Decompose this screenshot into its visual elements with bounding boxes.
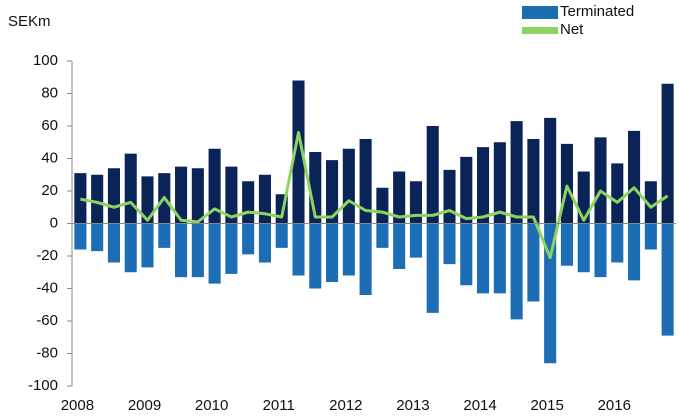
y-tick-label: 0 xyxy=(50,214,58,231)
bar xyxy=(208,223,221,284)
bar xyxy=(191,168,204,224)
bar xyxy=(443,169,456,224)
bar xyxy=(393,171,406,224)
bar xyxy=(342,223,355,276)
bar xyxy=(443,223,456,265)
bar xyxy=(510,223,523,320)
y-tick-label: 80 xyxy=(41,84,58,101)
legend-swatch xyxy=(522,6,558,19)
bar xyxy=(292,223,305,276)
bar xyxy=(141,176,154,224)
bar xyxy=(359,223,372,295)
x-tick-label: 2010 xyxy=(195,397,228,414)
bar xyxy=(225,166,238,224)
bar xyxy=(611,163,624,224)
y-tick-label: 60 xyxy=(41,117,58,134)
bar xyxy=(309,223,322,289)
x-tick-label: 2013 xyxy=(396,397,429,414)
y-tick-label: -40 xyxy=(36,279,58,296)
bar xyxy=(628,223,641,281)
x-tick-label: 2014 xyxy=(463,397,496,414)
bar xyxy=(225,223,238,274)
bar xyxy=(560,143,573,224)
x-tick-label: 2016 xyxy=(598,397,631,414)
bar xyxy=(91,223,104,252)
bar xyxy=(426,126,439,224)
bar xyxy=(376,223,389,248)
bar xyxy=(594,223,607,278)
bar xyxy=(91,174,104,224)
bar xyxy=(326,223,339,282)
bar xyxy=(644,223,657,250)
x-tick-label: 2008 xyxy=(61,397,94,414)
bar xyxy=(577,223,590,273)
bar xyxy=(242,181,255,224)
net-line xyxy=(80,131,669,260)
legend-label: Net xyxy=(560,21,584,38)
bar xyxy=(74,173,87,224)
bar xyxy=(175,223,188,278)
y-tick-label: 20 xyxy=(41,182,58,199)
legend-swatch xyxy=(522,27,558,34)
bar xyxy=(74,223,87,250)
legend-label: Terminated xyxy=(560,3,634,20)
y-tick-label: -80 xyxy=(36,344,58,361)
bar xyxy=(175,166,188,224)
bar xyxy=(258,223,271,263)
bar xyxy=(460,156,473,224)
bar xyxy=(242,223,255,255)
bar xyxy=(493,142,506,224)
x-tick-label: 2012 xyxy=(329,397,362,414)
bar xyxy=(644,181,657,224)
bar xyxy=(124,223,137,273)
bar xyxy=(409,223,422,258)
bar xyxy=(426,223,439,313)
bar xyxy=(275,223,288,248)
bar xyxy=(544,117,557,224)
bar xyxy=(124,153,137,224)
bar xyxy=(208,148,221,224)
y-axis-label: SEKm xyxy=(8,13,51,30)
bar xyxy=(107,168,120,224)
y-tick-label: -60 xyxy=(36,312,58,329)
bar xyxy=(527,139,540,224)
bar xyxy=(544,223,557,364)
bar xyxy=(477,223,490,294)
bar xyxy=(359,139,372,224)
bar xyxy=(594,137,607,224)
bar xyxy=(611,223,624,263)
bar xyxy=(107,223,120,263)
bar xyxy=(577,171,590,224)
bar xyxy=(661,223,674,336)
x-tick-label: 2009 xyxy=(128,397,161,414)
y-tick-label: 100 xyxy=(33,52,58,69)
bar xyxy=(141,223,154,268)
bar xyxy=(292,80,305,224)
bar xyxy=(326,160,339,224)
bar xyxy=(158,223,171,248)
x-tick-label: 2011 xyxy=(263,397,295,414)
bar xyxy=(376,187,389,224)
bar xyxy=(258,174,271,224)
bar xyxy=(460,223,473,286)
bar xyxy=(527,223,540,302)
y-tick-label: -100 xyxy=(28,377,58,394)
bar xyxy=(493,223,506,294)
bar xyxy=(510,121,523,224)
bar xyxy=(560,223,573,266)
bar xyxy=(628,130,641,224)
bar xyxy=(477,147,490,224)
bar xyxy=(393,223,406,269)
y-tick-label: 40 xyxy=(41,149,58,166)
y-tick-label: -20 xyxy=(36,247,58,264)
bar xyxy=(661,83,674,224)
bar xyxy=(409,181,422,224)
bar xyxy=(191,223,204,278)
x-tick-label: 2015 xyxy=(530,397,563,414)
bar xyxy=(342,148,355,224)
